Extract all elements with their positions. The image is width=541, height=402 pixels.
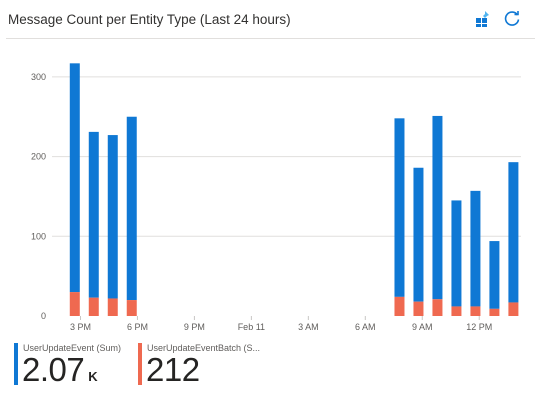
bar-user-update-event-batch (508, 302, 519, 316)
legend-series-name: UserUpdateEventBatch (S... (147, 343, 261, 353)
bar-user-update-event-batch (107, 298, 118, 316)
bar-user-update-event (107, 135, 118, 299)
bar-user-update-event (432, 115, 443, 300)
pin-to-dashboard-icon[interactable] (472, 9, 492, 29)
bar-user-update-event-batch (451, 306, 462, 316)
bar-user-update-event (470, 190, 481, 307)
y-tick-label: 0 (41, 311, 46, 321)
x-tick-label: 9 PM (184, 322, 205, 332)
x-tick-label: 6 AM (355, 322, 376, 332)
x-tick-label: 9 AM (412, 322, 433, 332)
x-tick-label: Feb 11 (238, 322, 265, 332)
chart-title: Message Count per Entity Type (Last 24 h… (8, 12, 291, 27)
bar-user-update-event-batch (88, 297, 99, 316)
chart-header: Message Count per Entity Type (Last 24 h… (0, 0, 541, 38)
x-tick-label: 3 PM (70, 322, 91, 332)
bar-user-update-event (451, 200, 462, 307)
legend-color-swatch (138, 343, 142, 385)
bar-user-update-event-batch (432, 299, 443, 316)
legend-series-total: 212 (146, 353, 200, 387)
legend-total-unit: K (88, 369, 98, 384)
bar-user-update-event (69, 63, 80, 293)
bar-user-update-event-batch (489, 308, 500, 316)
bar-user-update-event-batch (126, 300, 137, 316)
y-tick-label: 200 (31, 152, 46, 162)
bar-user-update-event-batch (394, 296, 405, 316)
bar-user-update-event (489, 241, 500, 309)
legend-total-number: 212 (146, 351, 200, 388)
x-tick-label: 6 PM (127, 322, 148, 332)
y-tick-label: 300 (31, 72, 46, 82)
bar-user-update-event (394, 118, 405, 297)
legend: UserUpdateEvent (Sum) 2.07 K UserUpdateEv… (0, 340, 541, 400)
bar-user-update-event (508, 162, 519, 303)
bar-user-update-event (126, 116, 137, 301)
bar-chart: 0 100 200 300 3 PM 6 PM 9 PM Feb 11 3 AM 6 AM 9 AM… (31, 63, 521, 332)
bar-user-update-event (88, 131, 99, 298)
bar-user-update-event (413, 167, 424, 302)
legend-item-user-update-event[interactable]: UserUpdateEvent (Sum) 2.07 K (14, 340, 144, 390)
y-tick-label: 100 (31, 231, 46, 241)
bar-user-update-event-batch (413, 301, 424, 316)
legend-series-name: UserUpdateEvent (Sum) (23, 343, 122, 353)
x-tick-label: 12 PM (466, 322, 492, 332)
legend-total-number: 2.07 (22, 351, 85, 388)
legend-item-user-update-event-batch[interactable]: UserUpdateEventBatch (S... 212 (138, 340, 268, 390)
legend-color-swatch (14, 343, 18, 385)
legend-series-total: 2.07 K (22, 353, 98, 394)
refresh-icon[interactable] (502, 9, 522, 29)
bar-user-update-event-batch (470, 306, 481, 316)
header-divider (6, 38, 535, 39)
x-tick-label: 3 AM (298, 322, 319, 332)
bar-user-update-event-batch (69, 292, 80, 316)
